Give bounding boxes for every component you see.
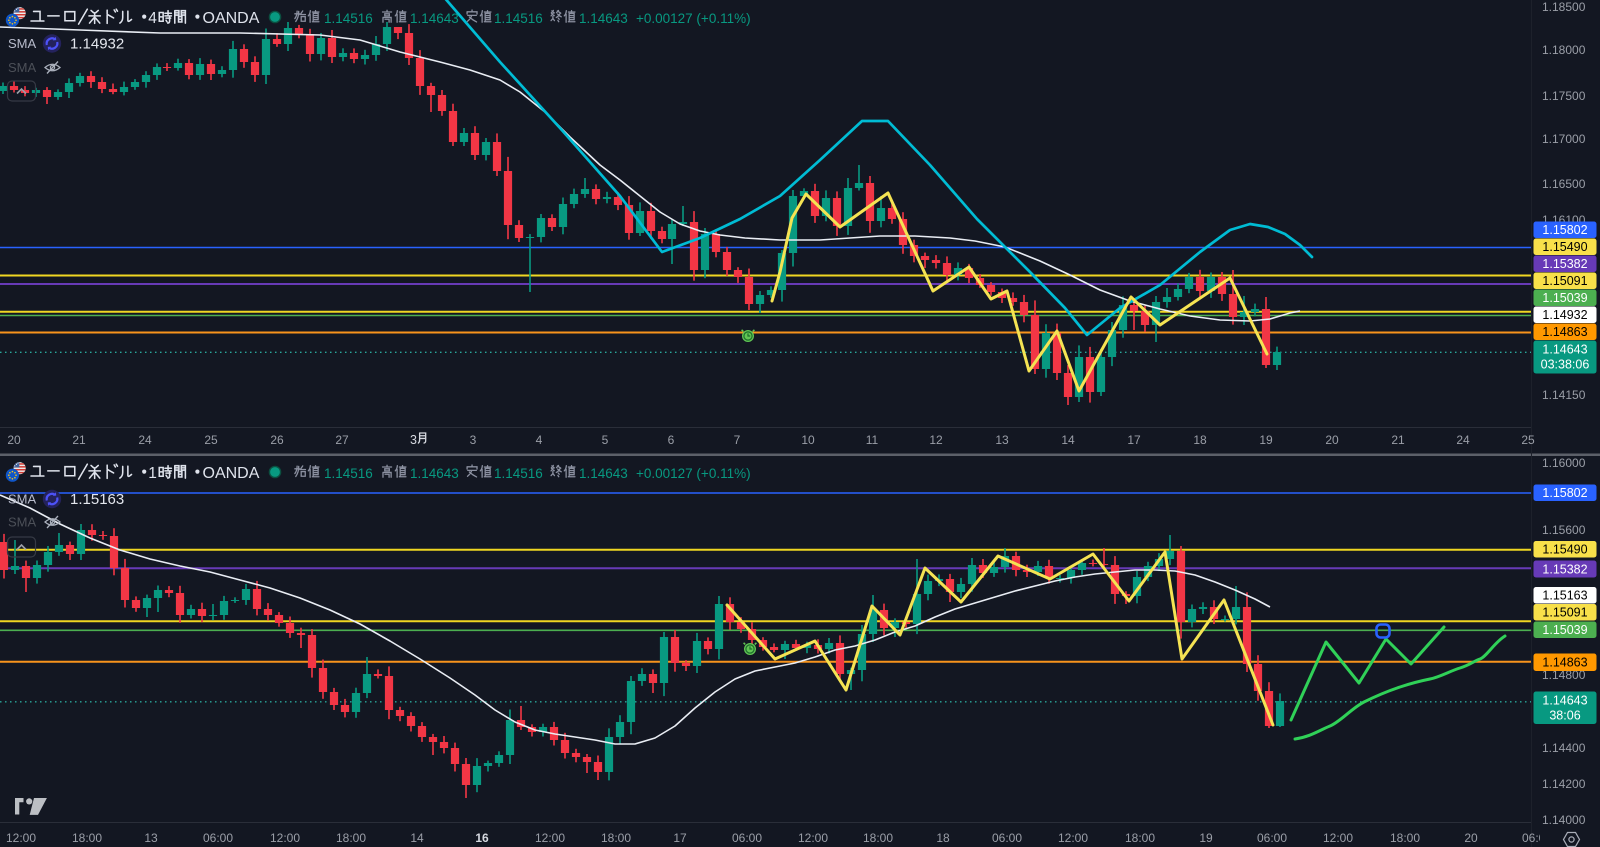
svg-text:1.14643: 1.14643 [410,11,459,26]
svg-text:13: 13 [995,433,1009,447]
svg-text:20: 20 [1464,831,1478,845]
svg-text:1.18500: 1.18500 [1542,0,1586,14]
svg-text:18:00: 18:00 [1125,831,1155,845]
svg-text:1.15802: 1.15802 [1542,223,1587,237]
svg-text:1.15382: 1.15382 [1542,562,1587,576]
svg-text:18:00: 18:00 [1390,831,1420,845]
svg-text:13: 13 [144,831,158,845]
svg-text:12:00: 12:00 [6,831,36,845]
svg-text:1.15490: 1.15490 [1542,240,1587,254]
svg-text:1.14643: 1.14643 [1542,694,1587,708]
svg-text:1: 1 [148,465,157,482]
svg-text:3: 3 [470,433,477,447]
svg-text:18: 18 [1193,433,1207,447]
svg-text:1.15163: 1.15163 [70,491,124,508]
svg-text:1.15091: 1.15091 [1542,274,1587,288]
svg-text:25: 25 [204,433,218,447]
svg-text:1.15163: 1.15163 [1542,589,1587,603]
svg-text:1.14643: 1.14643 [579,466,628,481]
svg-text:1.14516: 1.14516 [494,466,543,481]
svg-text:1.14863: 1.14863 [1542,325,1587,339]
svg-text:OANDA: OANDA [203,10,260,27]
svg-text:1.17500: 1.17500 [1542,89,1586,103]
svg-text:SMA: SMA [8,515,37,530]
svg-text:+0.00127 (+0.11%): +0.00127 (+0.11%) [636,466,751,481]
svg-text:12: 12 [929,433,943,447]
svg-text:10: 10 [801,433,815,447]
svg-text:24: 24 [138,433,152,447]
svg-text:21: 21 [72,433,86,447]
svg-text:38:06: 38:06 [1549,708,1580,722]
svg-text:+0.00127 (+0.11%): +0.00127 (+0.11%) [636,11,751,26]
svg-text:1.14643: 1.14643 [410,466,459,481]
svg-text:1.14643: 1.14643 [1542,343,1587,357]
svg-text:12:00: 12:00 [798,831,828,845]
svg-text:OANDA: OANDA [203,465,260,482]
svg-text:14: 14 [1061,433,1075,447]
svg-text:06:00: 06:00 [1257,831,1287,845]
svg-text:SMA: SMA [8,60,37,75]
svg-text:19: 19 [1199,831,1213,845]
svg-text:SMA: SMA [8,36,37,51]
svg-text:3: 3 [410,433,417,447]
svg-text:06:00: 06:00 [732,831,762,845]
svg-text:20: 20 [1325,433,1339,447]
svg-text:18:00: 18:00 [601,831,631,845]
svg-text:1.14000: 1.14000 [1542,813,1586,827]
svg-text:12:00: 12:00 [1058,831,1088,845]
svg-text:1.14516: 1.14516 [324,11,373,26]
svg-text:18: 18 [936,831,950,845]
svg-text:12:00: 12:00 [535,831,565,845]
svg-text:1.15490: 1.15490 [1542,543,1587,557]
svg-text:5: 5 [602,433,609,447]
svg-text:18:00: 18:00 [336,831,366,845]
svg-text:1.15039: 1.15039 [1542,291,1587,305]
svg-text:27: 27 [335,433,349,447]
svg-text:1.16500: 1.16500 [1542,177,1586,191]
svg-text:16: 16 [475,831,489,845]
svg-text:11: 11 [866,433,879,447]
svg-text:4: 4 [148,10,157,27]
svg-text:06:00: 06:00 [203,831,233,845]
svg-text:6: 6 [668,433,675,447]
svg-text:1.15600: 1.15600 [1542,523,1586,537]
svg-text:1.15091: 1.15091 [1542,606,1587,620]
svg-text:24: 24 [1456,433,1470,447]
svg-text:26: 26 [270,433,284,447]
svg-text:06:00: 06:00 [992,831,1022,845]
svg-text:1.15802: 1.15802 [1542,486,1587,500]
svg-text:21: 21 [1391,433,1405,447]
svg-text:18:00: 18:00 [863,831,893,845]
svg-text:1.15039: 1.15039 [1542,623,1587,637]
svg-text:1.14863: 1.14863 [1542,656,1587,670]
svg-text:03:38:06: 03:38:06 [1541,357,1590,371]
svg-text:1.14643: 1.14643 [579,11,628,26]
svg-text:17: 17 [1127,433,1141,447]
svg-text:1.14800: 1.14800 [1542,668,1586,682]
svg-text:19: 19 [1259,433,1273,447]
svg-text:1.15382: 1.15382 [1542,257,1587,271]
svg-text:1.14150: 1.14150 [1542,388,1586,402]
svg-text:18:00: 18:00 [72,831,102,845]
svg-text:06:00: 06:00 [1522,831,1552,845]
svg-text:20: 20 [7,433,21,447]
svg-text:1.14932: 1.14932 [70,36,124,53]
svg-text:1.14516: 1.14516 [324,466,373,481]
svg-text:1.16000: 1.16000 [1542,456,1586,470]
svg-text:7: 7 [734,433,741,447]
svg-text:1.14932: 1.14932 [1542,308,1587,322]
svg-text:1.14516: 1.14516 [494,11,543,26]
svg-text:25: 25 [1521,433,1535,447]
svg-text:17: 17 [673,831,687,845]
svg-text:SMA: SMA [8,492,37,507]
svg-text:1.14400: 1.14400 [1542,741,1586,755]
svg-text:14: 14 [410,831,424,845]
svg-text:12:00: 12:00 [1323,831,1353,845]
svg-text:4: 4 [536,433,543,447]
svg-text:1.14200: 1.14200 [1542,777,1586,791]
svg-text:1.17000: 1.17000 [1542,132,1586,146]
svg-text:1.18000: 1.18000 [1542,43,1586,57]
svg-text:12:00: 12:00 [270,831,300,845]
